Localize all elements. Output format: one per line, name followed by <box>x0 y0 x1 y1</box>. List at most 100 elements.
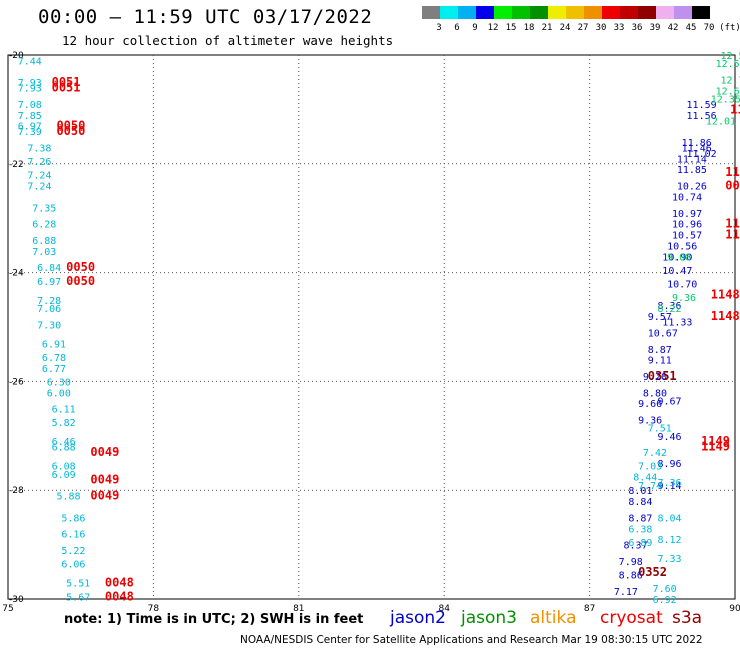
data-label: 6.16 <box>61 530 85 541</box>
color-scale-swatch <box>692 6 710 19</box>
data-label: 6.84 <box>37 263 61 274</box>
y-tick-label: -22 <box>9 160 24 170</box>
data-label: 6.28 <box>32 220 56 231</box>
x-tick-label: 78 <box>148 604 160 614</box>
data-label: 5.51 <box>66 579 90 590</box>
color-scale-swatch <box>512 6 530 19</box>
data-label: 0351 <box>648 369 677 383</box>
data-label: 7.36 <box>657 478 681 489</box>
data-label: 11.33 <box>662 318 692 329</box>
data-label: 6.89 <box>628 538 652 549</box>
data-label: 7.26 <box>27 157 51 168</box>
data-label: 0352 <box>638 565 667 579</box>
data-label: 9.66 <box>638 399 662 410</box>
data-label: 5.67 <box>66 592 90 603</box>
data-label: 8.36 <box>657 301 681 312</box>
data-label: 7.03 <box>32 247 56 258</box>
data-label: 7.74 <box>638 481 662 492</box>
data-label: 10.74 <box>672 192 702 203</box>
data-label: 8.87 <box>628 513 652 524</box>
data-label: 8.86 <box>619 571 643 582</box>
color-scale-label: 3 <box>436 23 442 33</box>
data-label: 10.47 <box>662 266 692 277</box>
data-label: 6.09 <box>52 470 76 481</box>
color-scale-unit: (ft) <box>719 23 740 33</box>
color-scale-label: 36 <box>631 23 643 33</box>
data-label: 10.26 <box>677 182 707 193</box>
data-label: 9.36 <box>638 415 662 426</box>
color-scale-swatch <box>566 6 584 19</box>
data-label: 12.50 <box>720 51 740 62</box>
data-label: 10.90 <box>662 252 692 263</box>
data-label: 6.77 <box>42 364 66 375</box>
data-label: 7.24 <box>27 182 51 193</box>
data-label: 7.35 <box>32 203 56 214</box>
color-scale-label: 42 <box>667 23 679 33</box>
data-label: 7.03 <box>638 462 662 473</box>
data-label: 0050 <box>56 124 85 138</box>
data-label: 7.85 <box>18 111 42 122</box>
data-label: 7.98 <box>619 557 643 568</box>
data-label: 7.28 <box>37 296 61 307</box>
data-label: 12.75 <box>720 75 740 86</box>
data-label: 7.51 <box>648 424 672 435</box>
color-scale-label: 45 <box>685 23 697 33</box>
data-label: 0051 <box>725 179 740 193</box>
data-label: 6.30 <box>47 377 71 388</box>
legend-altika: altika <box>530 608 577 628</box>
data-label: 0048 <box>105 589 134 603</box>
data-label: 8.80 <box>643 388 667 399</box>
data-label: 8.44 <box>633 473 657 484</box>
x-tick-label: 75 <box>2 604 13 614</box>
data-label: 6.78 <box>42 353 66 364</box>
color-scale-label: 21 <box>541 23 553 33</box>
data-label: 7.93 <box>18 84 42 95</box>
data-label: 7.30 <box>37 320 61 331</box>
data-label: 9.11 <box>648 356 672 367</box>
color-scale-swatch <box>530 6 548 19</box>
color-scale-swatch <box>440 6 458 19</box>
color-scale-label: 9 <box>472 23 478 33</box>
data-label: 0049 <box>90 472 119 486</box>
data-label: 7.24 <box>27 171 51 182</box>
data-label: 8.96 <box>657 459 681 470</box>
color-scale-label: 6 <box>454 23 460 33</box>
data-label: 5.88 <box>56 492 80 503</box>
data-label: 1149 <box>730 102 740 116</box>
data-label: 10.67 <box>648 328 678 339</box>
data-label: 0050 <box>56 119 85 133</box>
data-label: 8.22 <box>657 304 681 315</box>
x-tick-label: 90 <box>729 604 740 614</box>
data-label: 9.67 <box>657 396 681 407</box>
x-tick-label: 84 <box>438 604 450 614</box>
color-scale-swatch <box>656 6 674 19</box>
data-label: 11.46 <box>682 143 712 154</box>
y-tick-label: -30 <box>9 595 24 605</box>
data-label: 6.97 <box>18 122 42 133</box>
legend-note: note: 1) Time is in UTC; 2) SWH is in fe… <box>64 612 364 627</box>
data-label: 6.88 <box>32 236 56 247</box>
y-tick-label: -20 <box>9 51 24 61</box>
data-label: 11.14 <box>677 154 707 165</box>
data-label: 8.04 <box>657 513 681 524</box>
color-scale-swatch <box>494 6 512 19</box>
legend-jason2: jason2 <box>390 608 446 628</box>
data-label: 0048 <box>105 576 134 590</box>
data-label: 9.20 <box>643 372 667 383</box>
chart-title: 00:00 — 11:59 UTC 03/17/2022 <box>38 6 373 28</box>
data-label: 5.82 <box>52 418 76 429</box>
data-label: 11.59 <box>687 100 717 111</box>
data-label: 0049 <box>90 445 119 459</box>
chart-subtitle: 12 hour collection of altimeter wave hei… <box>62 33 394 48</box>
data-label: 12.35 <box>711 95 740 106</box>
data-label: 11.56 <box>687 111 717 122</box>
data-label: 9.57 <box>648 312 672 323</box>
data-label: 1148 <box>711 309 740 323</box>
color-scale-swatch <box>422 6 440 19</box>
color-scale-swatch <box>584 6 602 19</box>
data-label: 7.06 <box>37 304 61 315</box>
data-label: 1149 <box>701 434 730 448</box>
color-scale-label: 33 <box>613 23 625 33</box>
data-label: 1149 <box>725 217 740 231</box>
